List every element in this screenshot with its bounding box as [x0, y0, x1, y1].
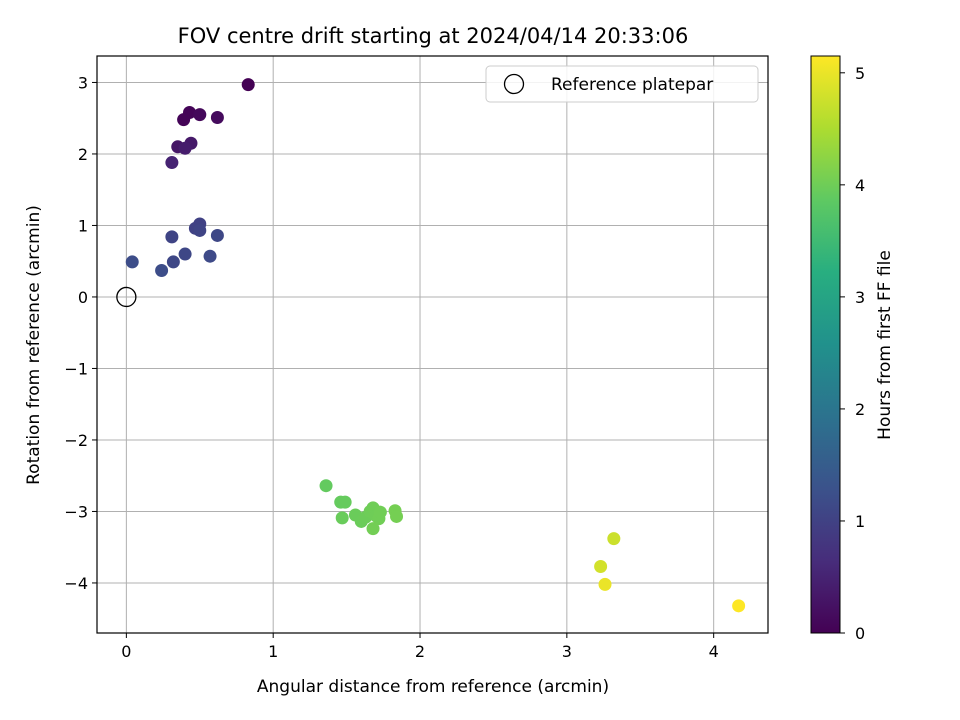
data-point: [373, 505, 387, 519]
colorbar-tick-label: 5: [855, 64, 865, 83]
colorbar-tick-label: 3: [855, 288, 865, 307]
x-tick-label: 0: [121, 642, 131, 661]
colorbar-label: Hours from first FF file: [875, 250, 895, 440]
colorbar-ticks: 0 1 2 3 4 5: [840, 64, 865, 643]
x-tick-label: 2: [415, 642, 425, 661]
data-point: [607, 532, 621, 546]
data-point: [166, 255, 180, 269]
x-tick-label: 3: [562, 642, 572, 661]
x-tick-label: 4: [709, 642, 719, 661]
data-point: [155, 263, 169, 277]
colorbar-gradient: [810, 55, 841, 634]
y-tick-label: 1: [78, 216, 88, 235]
data-point: [203, 249, 217, 263]
data-point: [193, 223, 207, 237]
data-point: [366, 522, 380, 536]
data-point: [125, 255, 139, 269]
y-tick-label: 3: [78, 73, 88, 92]
reference-marker-layer: [116, 286, 137, 308]
data-point: [335, 511, 349, 525]
data-point: [210, 110, 224, 124]
data-point: [165, 156, 179, 170]
legend: Reference platepar: [485, 65, 759, 103]
data-point: [241, 78, 255, 92]
data-point: [390, 509, 404, 523]
data-point: [177, 113, 191, 127]
colorbar-tick-label: 2: [855, 400, 865, 419]
y-tick-label: −4: [64, 574, 88, 593]
y-tick-label: −2: [64, 431, 88, 450]
x-tick-label: 1: [268, 642, 278, 661]
y-axis-label: Rotation from reference (arcmin): [24, 205, 44, 485]
data-point: [193, 108, 207, 122]
y-tick-label: −1: [64, 359, 88, 378]
data-point: [598, 577, 612, 591]
data-point: [178, 247, 192, 261]
legend-box: [485, 65, 759, 103]
y-axis-ticks: 3 2 1 0 −1 −2 −3 −4: [64, 73, 97, 593]
colorbar-tick-label: 0: [855, 624, 865, 643]
colorbar: 0 1 2 3 4 5 Hours from first FF file: [810, 55, 895, 643]
reference-platepar-marker: [116, 286, 137, 308]
y-tick-label: 2: [78, 145, 88, 164]
data-point: [732, 599, 746, 613]
data-point: [165, 230, 179, 244]
legend-entry-label: Reference platepar: [551, 75, 713, 95]
data-point: [319, 479, 333, 493]
x-axis-label: Angular distance from reference (arcmin): [257, 677, 609, 697]
x-axis-ticks: 0 1 2 3 4: [121, 633, 719, 661]
chart-title: FOV centre drift starting at 2024/04/14 …: [178, 24, 689, 48]
legend-reference-marker: [503, 73, 525, 95]
data-point: [594, 560, 608, 574]
data-points: [125, 78, 746, 613]
data-point: [210, 228, 224, 242]
colorbar-tick-label: 1: [855, 512, 865, 531]
plot-frame: [96, 55, 769, 634]
colorbar-tick-label: 4: [855, 176, 865, 195]
grid-lines: [97, 56, 768, 633]
data-point: [178, 141, 192, 155]
y-tick-label: −3: [64, 502, 88, 521]
y-tick-label: 0: [78, 288, 88, 307]
data-point: [338, 495, 352, 509]
